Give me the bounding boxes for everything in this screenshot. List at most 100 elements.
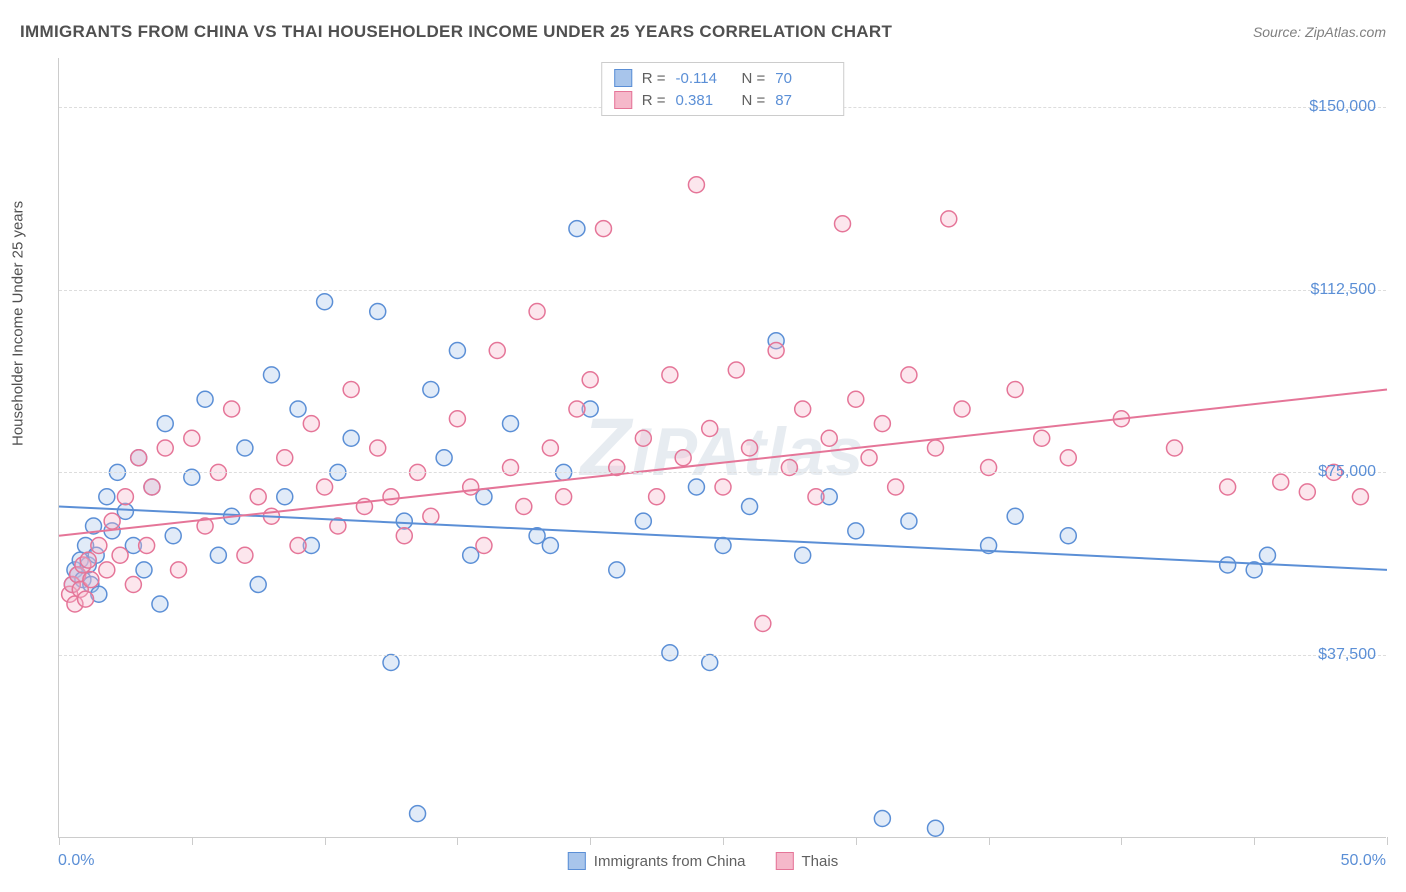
data-point [861, 450, 877, 466]
data-point [728, 362, 744, 378]
trend-line [59, 390, 1387, 536]
chart-svg [59, 58, 1386, 837]
data-point [542, 538, 558, 554]
data-point [91, 538, 107, 554]
data-point [136, 562, 152, 578]
data-point [702, 421, 718, 437]
data-point [423, 382, 439, 398]
data-point [635, 513, 651, 529]
data-point [263, 367, 279, 383]
data-point [383, 489, 399, 505]
data-point [463, 479, 479, 495]
y-axis-title: Householder Income Under 25 years [10, 201, 27, 446]
data-point [649, 489, 665, 505]
data-point [715, 479, 731, 495]
data-point [848, 391, 864, 407]
data-point [808, 489, 824, 505]
data-point [125, 577, 141, 593]
data-point [396, 528, 412, 544]
data-point [99, 562, 115, 578]
chart-title: IMMIGRANTS FROM CHINA VS THAI HOUSEHOLDE… [20, 22, 892, 42]
y-tick-label: $150,000 [1309, 98, 1376, 116]
x-axis-min-label: 0.0% [58, 852, 94, 870]
data-point [1007, 382, 1023, 398]
data-point [503, 416, 519, 432]
data-point [303, 416, 319, 432]
data-point [343, 382, 359, 398]
data-point [99, 489, 115, 505]
data-point [954, 401, 970, 417]
data-point [117, 489, 133, 505]
x-tick [325, 837, 326, 845]
x-tick [1121, 837, 1122, 845]
data-point [582, 372, 598, 388]
data-point [449, 411, 465, 427]
grid-line [59, 290, 1386, 291]
data-point [688, 177, 704, 193]
legend-correlation-row: R =-0.114N =70 [614, 67, 832, 89]
data-point [609, 562, 625, 578]
x-tick [590, 837, 591, 845]
grid-line [59, 472, 1386, 473]
data-point [715, 538, 731, 554]
data-point [250, 489, 266, 505]
data-point [835, 216, 851, 232]
data-point [317, 294, 333, 310]
data-point [80, 552, 96, 568]
data-point [343, 430, 359, 446]
chart-container: IMMIGRANTS FROM CHINA VS THAI HOUSEHOLDE… [0, 0, 1406, 892]
legend-r-label: R = [642, 92, 666, 109]
legend-n-value: 87 [775, 92, 831, 109]
data-point [157, 416, 173, 432]
x-tick [989, 837, 990, 845]
data-point [476, 538, 492, 554]
data-point [423, 508, 439, 524]
data-point [1167, 440, 1183, 456]
data-point [848, 523, 864, 539]
data-point [635, 430, 651, 446]
data-point [795, 401, 811, 417]
data-point [742, 440, 758, 456]
data-point [184, 430, 200, 446]
data-point [795, 547, 811, 563]
data-point [396, 513, 412, 529]
data-point [874, 811, 890, 827]
data-point [317, 479, 333, 495]
data-point [901, 513, 917, 529]
data-point [131, 450, 147, 466]
source-attribution: Source: ZipAtlas.com [1253, 24, 1386, 40]
x-tick [856, 837, 857, 845]
data-point [1060, 528, 1076, 544]
data-point [250, 577, 266, 593]
legend-series: Immigrants from ChinaThais [568, 852, 838, 870]
y-tick-label: $75,000 [1318, 463, 1376, 481]
data-point [662, 367, 678, 383]
legend-swatch [776, 852, 794, 870]
data-point [595, 221, 611, 237]
legend-swatch [614, 69, 632, 87]
x-axis-max-label: 50.0% [1341, 852, 1386, 870]
data-point [383, 655, 399, 671]
data-point [888, 479, 904, 495]
data-point [1220, 479, 1236, 495]
data-point [874, 416, 890, 432]
data-point [210, 547, 226, 563]
data-point [1259, 547, 1275, 563]
data-point [768, 343, 784, 359]
legend-correlation: R =-0.114N =70R =0.381N =87 [601, 62, 845, 116]
data-point [370, 440, 386, 456]
data-point [1220, 557, 1236, 573]
x-tick [192, 837, 193, 845]
data-point [569, 221, 585, 237]
data-point [139, 538, 155, 554]
data-point [171, 562, 187, 578]
x-tick [723, 837, 724, 845]
data-point [224, 401, 240, 417]
data-point [702, 655, 718, 671]
data-point [1299, 484, 1315, 500]
data-point [489, 343, 505, 359]
data-point [157, 440, 173, 456]
data-point [436, 450, 452, 466]
legend-n-value: 70 [775, 70, 831, 87]
legend-r-value: 0.381 [676, 92, 732, 109]
